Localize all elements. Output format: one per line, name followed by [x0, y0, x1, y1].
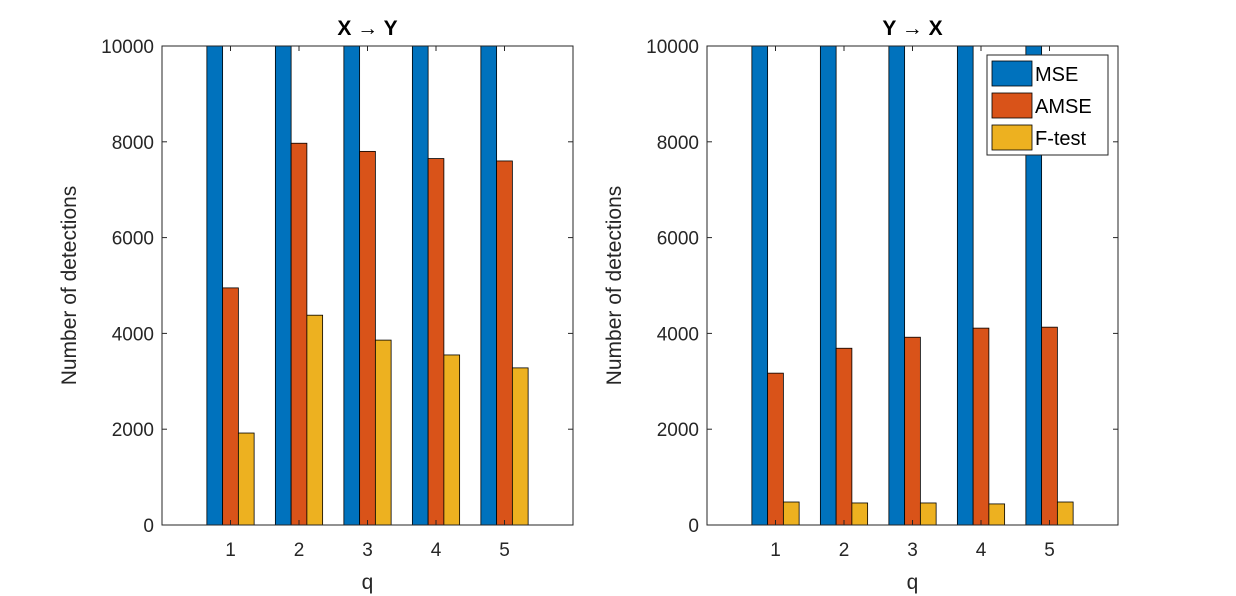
bar-amse-q4 — [427, 158, 445, 526]
bar-amse-q2 — [835, 347, 853, 526]
y-tick-label: 8000 — [112, 133, 154, 154]
bar-mse-q4 — [411, 45, 429, 526]
y-tick-label: 10000 — [101, 37, 154, 58]
bar-f-test-q3 — [919, 502, 937, 526]
x-tick-label: 4 — [976, 540, 987, 561]
legend-swatch-amse — [991, 92, 1033, 119]
legend-swatch-f-test — [991, 124, 1033, 151]
y-tick-label: 6000 — [112, 229, 154, 250]
chart-panel-x-to-y: 0 2000 4000 6000 8000 10000 1 2 3 4 5 q Number of de… — [58, 17, 574, 594]
y-axis-label: Number of detections — [603, 186, 626, 386]
bar-amse-q3 — [904, 336, 921, 526]
y-tick-label: 4000 — [657, 324, 699, 345]
legend-swatch-mse — [991, 60, 1033, 87]
bar-f-test-q5 — [511, 367, 529, 526]
x-tick-label: 1 — [770, 540, 781, 561]
bar-mse-q1 — [206, 45, 224, 526]
chart-title: X → Y — [337, 17, 397, 40]
legend-label-mse: MSE — [1035, 64, 1078, 86]
bar-amse-q1 — [222, 287, 239, 526]
y-tick-label: 4000 — [112, 324, 154, 345]
bar-f-test-q5 — [1056, 501, 1074, 526]
y-tick-label: 2000 — [657, 420, 699, 441]
x-tick-label: 5 — [1044, 540, 1055, 561]
bar-mse-q2 — [819, 45, 837, 526]
legend-label-amse: AMSE — [1035, 96, 1092, 118]
legend-label-f-test: F-test — [1035, 128, 1087, 150]
x-tick-label: 1 — [225, 540, 236, 561]
bar-f-test-q2 — [306, 314, 324, 526]
y-tick-label: 0 — [688, 516, 699, 537]
bar-amse-q3 — [359, 150, 376, 526]
x-tick-label: 3 — [362, 540, 373, 561]
bar-amse-q5 — [496, 160, 513, 526]
y-tick-label: 2000 — [112, 420, 154, 441]
bar-f-test-q4 — [988, 503, 1006, 526]
chart-panel-y-to-x: 0 2000 4000 6000 8000 10000 1 2 3 4 5 q Number of de… — [603, 17, 1119, 594]
bar-amse-q2 — [290, 142, 308, 526]
bar-f-test-q2 — [851, 502, 869, 526]
x-tick-label: 2 — [294, 540, 305, 561]
bar-amse-q4 — [972, 327, 990, 526]
x-tick-label: 3 — [907, 540, 918, 561]
bar-mse-q2 — [274, 45, 292, 526]
chart-title: Y → X — [882, 17, 942, 40]
y-tick-label: 6000 — [657, 229, 699, 250]
bar-mse-q3 — [888, 45, 906, 526]
bar-amse-q1 — [767, 372, 784, 526]
bar-mse-q1 — [751, 45, 769, 526]
x-tick-label: 4 — [431, 540, 442, 561]
bar-mse-q3 — [343, 45, 361, 526]
bar-f-test-q1 — [782, 501, 800, 526]
bar-mse-q4 — [956, 45, 974, 526]
legend: MSE AMSE F-test — [986, 54, 1109, 156]
bar-f-test-q4 — [443, 354, 461, 526]
y-tick-label: 10000 — [646, 37, 699, 58]
x-tick-label: 5 — [499, 540, 510, 561]
bar-f-test-q3 — [374, 339, 392, 526]
x-axis-label: q — [907, 571, 919, 594]
bar-f-test-q1 — [237, 432, 255, 526]
bar-mse-q5 — [480, 45, 498, 526]
y-axis-label: Number of detections — [58, 186, 81, 386]
x-tick-label: 2 — [839, 540, 850, 561]
y-tick-label: 0 — [143, 516, 154, 537]
x-axis-label: q — [362, 571, 374, 594]
y-tick-label: 8000 — [657, 133, 699, 154]
bar-amse-q5 — [1041, 326, 1058, 526]
